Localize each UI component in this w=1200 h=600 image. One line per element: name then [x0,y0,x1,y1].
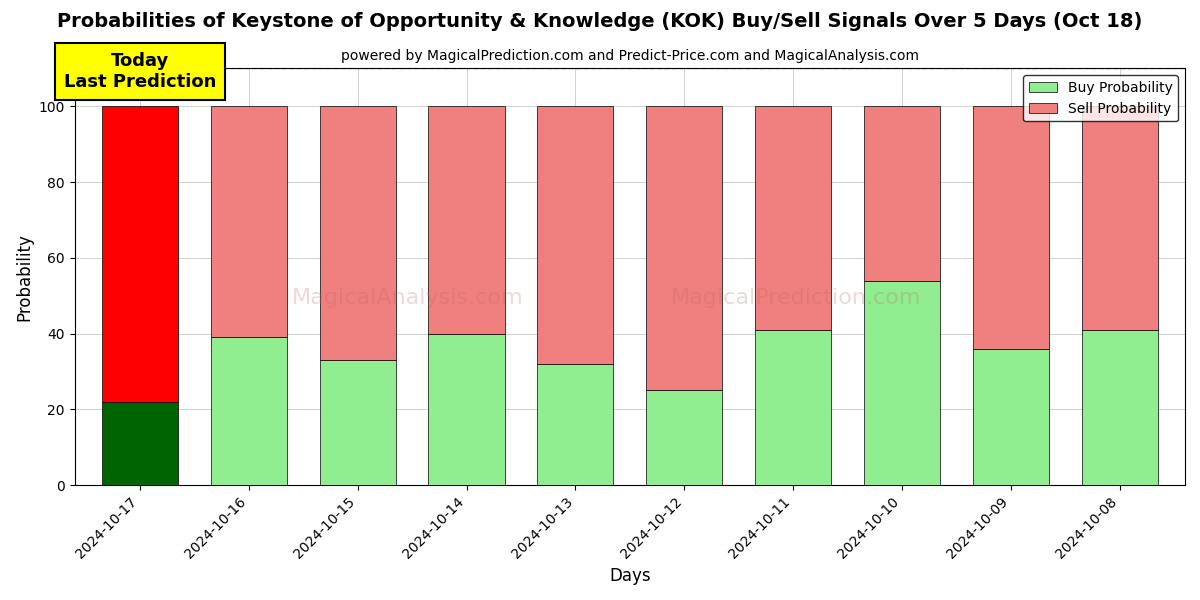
Bar [646,391,722,485]
Text: MagicalPrediction.com: MagicalPrediction.com [671,287,922,308]
Bar [973,106,1049,349]
Bar [538,106,613,364]
Bar [102,106,178,402]
Bar [319,106,396,360]
Bar [864,281,940,485]
Bar [1081,330,1158,485]
Bar [211,106,287,337]
Bar [102,402,178,485]
Bar [646,106,722,391]
Bar [755,330,832,485]
Bar [973,349,1049,485]
Bar [864,106,940,281]
Text: MagicalAnalysis.com: MagicalAnalysis.com [292,287,523,308]
Legend: Buy Probability, Sell Probability: Buy Probability, Sell Probability [1024,75,1178,121]
Bar [538,364,613,485]
X-axis label: Days: Days [610,567,650,585]
Bar [319,360,396,485]
Bar [755,106,832,330]
Bar [211,337,287,485]
Bar [1081,106,1158,330]
Bar [428,106,505,334]
Bar [428,334,505,485]
Title: powered by MagicalPrediction.com and Predict-Price.com and MagicalAnalysis.com: powered by MagicalPrediction.com and Pre… [341,49,919,63]
Text: Today
Last Prediction: Today Last Prediction [64,52,216,91]
Y-axis label: Probability: Probability [16,233,34,320]
Text: Probabilities of Keystone of Opportunity & Knowledge (KOK) Buy/Sell Signals Over: Probabilities of Keystone of Opportunity… [58,12,1142,31]
